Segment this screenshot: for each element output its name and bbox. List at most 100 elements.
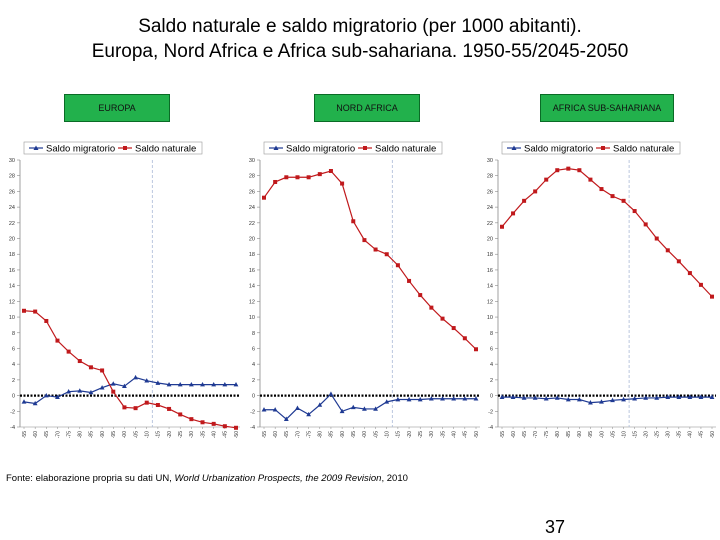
point-naturale bbox=[362, 238, 367, 243]
point-migratorio bbox=[272, 407, 278, 412]
point-naturale bbox=[500, 224, 504, 229]
x-tick-label: 1950-55 bbox=[262, 431, 268, 438]
point-naturale bbox=[284, 175, 289, 180]
x-tick-label: 1980-85 bbox=[566, 431, 572, 438]
legend-naturale-label: Saldo naturale bbox=[613, 144, 674, 155]
point-naturale bbox=[566, 166, 571, 171]
y-tick-label: 14 bbox=[9, 284, 15, 290]
point-naturale bbox=[133, 406, 138, 411]
point-naturale bbox=[654, 236, 659, 241]
y-tick-label: 22 bbox=[9, 221, 15, 227]
point-migratorio bbox=[687, 394, 693, 399]
x-tick-label: 2025-30 bbox=[429, 431, 435, 438]
y-tick-label: 28 bbox=[9, 174, 15, 180]
x-tick-label: 2010-15 bbox=[632, 431, 638, 438]
x-tick-label: 2025-30 bbox=[189, 431, 195, 438]
point-naturale bbox=[33, 309, 38, 314]
point-naturale bbox=[155, 403, 160, 408]
x-tick-label: 2005-10 bbox=[621, 431, 627, 438]
x-tick-label: 1990-95 bbox=[351, 431, 357, 438]
y-tick-label: 4 bbox=[490, 362, 493, 368]
y-tick-label: 12 bbox=[487, 299, 493, 305]
point-naturale bbox=[273, 179, 278, 184]
legend-migratorio-marker bbox=[33, 145, 39, 150]
region-label-nord-africa: NORD AFRICA bbox=[314, 94, 420, 122]
point-naturale bbox=[676, 259, 681, 264]
point-naturale bbox=[698, 282, 703, 287]
y-tick-label: 26 bbox=[487, 189, 493, 195]
x-tick-label: 1975-80 bbox=[555, 431, 561, 438]
point-migratorio bbox=[373, 406, 378, 411]
x-tick-label: 1995-00 bbox=[599, 431, 605, 438]
series-migratorio-line bbox=[502, 396, 712, 404]
point-migratorio bbox=[599, 399, 604, 404]
point-naturale bbox=[262, 195, 266, 200]
x-tick-label: 2030-35 bbox=[200, 431, 206, 438]
point-naturale bbox=[407, 278, 412, 283]
point-migratorio bbox=[395, 396, 401, 402]
legend-box bbox=[263, 141, 443, 155]
point-migratorio bbox=[295, 405, 300, 410]
legend-box bbox=[23, 141, 203, 155]
x-tick-label: 2020-25 bbox=[418, 431, 424, 438]
x-tick-label: 1950-55 bbox=[500, 431, 506, 438]
series-migratorio-line bbox=[23, 376, 236, 405]
x-tick-label: 1985-90 bbox=[577, 431, 583, 438]
point-naturale bbox=[328, 168, 333, 173]
x-tick-label: 1965-70 bbox=[533, 431, 539, 438]
x-tick-label: 1970-75 bbox=[544, 431, 550, 438]
y-tick-label: 18 bbox=[487, 252, 493, 258]
point-naturale bbox=[577, 168, 582, 173]
x-tick-label: 1970-75 bbox=[66, 431, 72, 438]
point-naturale bbox=[522, 198, 527, 203]
y-tick-label: 16 bbox=[9, 268, 15, 274]
point-naturale bbox=[621, 198, 626, 203]
y-tick-label: 14 bbox=[249, 284, 255, 290]
x-tick-label: 1960-65 bbox=[44, 431, 50, 438]
x-tick-label: 2045-50 bbox=[474, 431, 480, 438]
point-naturale bbox=[100, 368, 105, 373]
x-tick-label: 2030-35 bbox=[677, 431, 683, 438]
x-tick-label: 2040-45 bbox=[463, 431, 469, 438]
y-tick-label: 8 bbox=[12, 331, 15, 337]
x-tick-label: 2030-35 bbox=[440, 431, 446, 438]
x-tick-label: 2020-25 bbox=[655, 431, 661, 438]
y-tick-label: 8 bbox=[490, 331, 493, 337]
point-migratorio bbox=[43, 392, 49, 398]
point-migratorio bbox=[110, 381, 116, 386]
point-naturale bbox=[144, 400, 149, 405]
point-migratorio bbox=[317, 402, 323, 407]
y-tick-label: 24 bbox=[9, 205, 15, 211]
x-tick-label: 2010-15 bbox=[156, 431, 162, 438]
x-tick-label: 1955-60 bbox=[33, 431, 39, 438]
point-migratorio bbox=[32, 400, 38, 406]
point-migratorio bbox=[200, 381, 205, 387]
source-note: Fonte: elaborazione propria su dati UN, … bbox=[6, 473, 408, 484]
x-tick-label: 2025-30 bbox=[666, 431, 672, 438]
y-tick-label: 22 bbox=[249, 221, 255, 227]
y-tick-label: -2 bbox=[250, 409, 255, 415]
point-migratorio bbox=[576, 396, 582, 402]
point-migratorio bbox=[144, 378, 150, 383]
y-tick-label: 16 bbox=[249, 268, 255, 274]
point-naturale bbox=[511, 211, 516, 216]
point-naturale bbox=[77, 359, 82, 364]
point-naturale bbox=[167, 406, 172, 411]
point-migratorio bbox=[632, 396, 638, 401]
point-naturale bbox=[710, 294, 714, 299]
chart-africa-sub-sahariana: Saldo migratorio Saldo naturale-4-2024681… bbox=[487, 141, 716, 438]
point-migratorio bbox=[621, 396, 626, 402]
y-tick-label: 6 bbox=[490, 346, 493, 352]
point-migratorio bbox=[499, 394, 505, 399]
point-migratorio bbox=[261, 407, 267, 412]
point-naturale bbox=[295, 175, 300, 180]
legend-naturale-marker bbox=[601, 146, 605, 150]
x-tick-label: 1955-60 bbox=[273, 431, 279, 438]
point-migratorio bbox=[588, 400, 593, 405]
y-tick-label: 10 bbox=[9, 315, 15, 321]
point-migratorio bbox=[709, 394, 715, 399]
legend-migratorio-label: Saldo migratorio bbox=[286, 144, 355, 155]
legend-naturale-marker bbox=[123, 146, 127, 150]
point-migratorio bbox=[554, 395, 560, 400]
point-migratorio bbox=[283, 416, 289, 421]
